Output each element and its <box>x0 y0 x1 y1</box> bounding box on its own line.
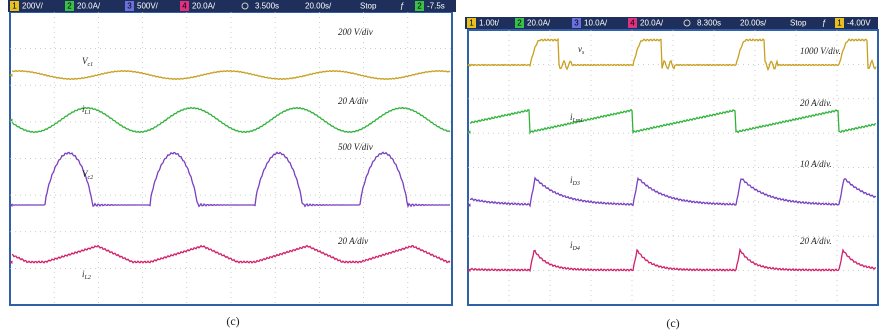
channel-number: 2 <box>67 2 72 11</box>
status-value: 20.0A/ <box>77 2 101 11</box>
scale-label: 1000 V/div. <box>800 46 841 56</box>
channel-number: 2 <box>417 2 422 11</box>
status-value: 20.00s/ <box>305 2 332 11</box>
channel-number: 2 <box>517 19 522 28</box>
status-value: 200V/ <box>22 2 44 11</box>
status-value: -4.00V <box>847 19 871 28</box>
status-value: 8.300s <box>697 19 721 28</box>
channel-number: 3 <box>574 19 579 28</box>
trace-label-sub: c1 <box>88 62 94 68</box>
channel-marker: ◂ <box>9 258 13 266</box>
trace-label-sub: D3 <box>572 181 580 187</box>
channel-marker: ◂ <box>9 116 13 124</box>
trace-label-sub: L2 <box>84 275 91 281</box>
status-value: 10.0A/ <box>584 19 608 28</box>
channel-marker: ◂ <box>467 266 471 274</box>
status-value: 500V/ <box>137 2 159 11</box>
status-value: 20.0A/ <box>527 19 551 28</box>
channel-number: 1 <box>469 19 474 28</box>
figure: 1 200V/2 20.0A/3 500V/4 20.0A/3.500s 20.00s/S… <box>0 0 880 332</box>
scale-label: 20 A/div. <box>800 236 832 246</box>
channel-number: 3 <box>127 2 132 11</box>
status-value: ƒ <box>822 19 826 28</box>
scale-label: 500 V/div <box>338 142 373 152</box>
caption: (c) <box>226 314 239 328</box>
status-value: 3.500s <box>255 2 279 11</box>
scale-label: 200 V/div <box>338 27 373 37</box>
scale-label: 10 A/div. <box>800 159 832 169</box>
status-value: 1.00t/ <box>479 19 500 28</box>
channel-marker: ◂ <box>467 61 471 69</box>
status-value: 20.0A/ <box>640 19 664 28</box>
status-value: Stop <box>790 19 807 28</box>
status-value: ƒ <box>400 2 404 11</box>
channel-marker: ◂ <box>9 71 13 79</box>
scale-label: 20 A/div <box>338 236 368 246</box>
channel-marker: ◂ <box>9 201 13 209</box>
status-value: 20.0A/ <box>192 2 216 11</box>
channel-number: 1 <box>837 19 842 28</box>
channel-marker: ◂ <box>467 201 471 209</box>
channel-marker: ◂ <box>467 128 471 136</box>
scale-label: 20 A/div. <box>800 98 832 108</box>
status-value: Stop <box>360 2 377 11</box>
channel-number: 4 <box>630 19 635 28</box>
status-value: 20.00s/ <box>740 19 767 28</box>
trace-label-sub: c2 <box>88 175 94 181</box>
status-value: -7.5s <box>427 2 445 11</box>
trace-label-sub: Lm1 <box>572 118 584 124</box>
status-bar <box>8 0 456 12</box>
channel-number: 4 <box>182 2 187 11</box>
scale-label: 20 A/div <box>338 96 368 106</box>
trace-label-sub: D4 <box>572 245 580 252</box>
caption: (c) <box>666 316 679 330</box>
trace-label-sub: L1 <box>84 110 91 116</box>
channel-number: 1 <box>12 2 17 11</box>
